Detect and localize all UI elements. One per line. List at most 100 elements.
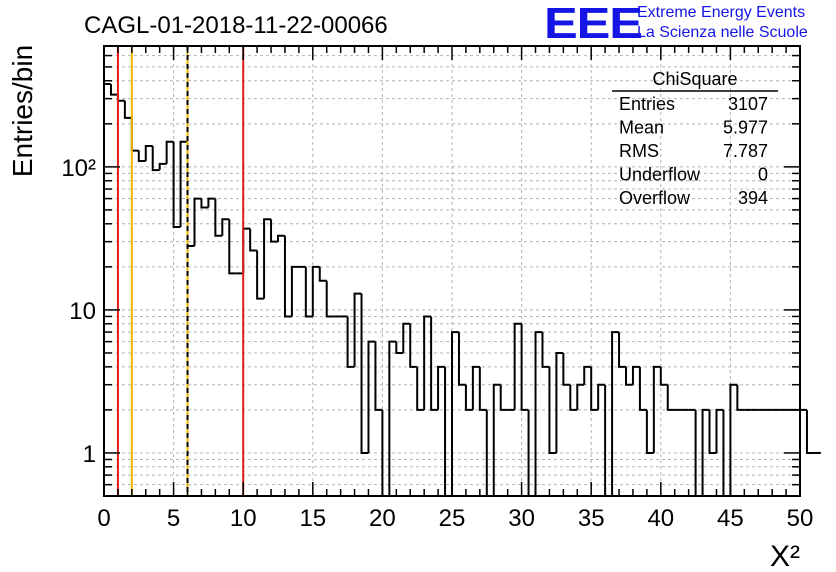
stats-label: Underflow	[619, 165, 701, 185]
histogram-bar	[437, 365, 446, 410]
stats-value: 5.977	[723, 118, 768, 138]
histogram-bar	[200, 198, 209, 209]
histogram-bar	[652, 365, 661, 453]
histogram-bar	[290, 265, 299, 317]
histogram-bar	[548, 366, 557, 454]
histogram-bar	[325, 280, 334, 318]
histogram-bar	[263, 218, 272, 299]
histogram-bar	[597, 383, 606, 410]
x-tick-label: 20	[369, 505, 396, 532]
histogram-bar	[666, 384, 675, 411]
histogram-bar	[151, 145, 160, 172]
histogram-bar	[409, 323, 418, 368]
y-tick-label: 1	[83, 441, 96, 468]
stats-value: 394	[738, 188, 768, 208]
histogram-bar	[576, 383, 585, 410]
x-tick-label: 25	[439, 505, 466, 532]
histogram-bar	[144, 144, 153, 161]
histogram-bar	[708, 409, 717, 454]
histogram-bar	[374, 341, 383, 411]
stats-label: RMS	[619, 141, 659, 161]
x-tick-label: 30	[508, 505, 535, 532]
histogram-bar	[214, 198, 223, 237]
histogram-bar	[395, 341, 404, 354]
histogram-bar	[541, 332, 550, 368]
stats-value: 7.787	[723, 141, 768, 161]
y-axis-label: Entries/bin	[7, 45, 38, 177]
histogram-bar	[736, 384, 745, 411]
threshold-lines	[116, 46, 245, 496]
histogram-bar	[256, 250, 265, 300]
histogram-bar	[249, 228, 258, 252]
histogram-bar	[499, 384, 508, 411]
histogram-bar	[304, 266, 313, 318]
x-tick-label: 50	[787, 505, 814, 532]
histogram-bar	[367, 340, 376, 453]
histogram-bar	[172, 141, 181, 228]
histogram-bar	[471, 365, 480, 410]
histogram-bar	[659, 366, 668, 386]
histogram-bar	[207, 197, 216, 208]
x-axis-label: X²	[770, 540, 800, 572]
histogram-bar	[645, 409, 654, 454]
histogram-bar	[283, 235, 292, 318]
histogram-bar	[562, 352, 571, 386]
histogram-bar	[158, 162, 167, 171]
histogram-bar	[729, 383, 738, 496]
histogram-bar	[416, 366, 425, 411]
histogram-bar	[270, 219, 278, 243]
histogram-bar	[318, 266, 327, 282]
histogram-bar	[311, 265, 320, 317]
eee-logo: EEE	[544, 0, 643, 48]
histogram-bar	[346, 316, 355, 368]
histogram-bar	[534, 331, 543, 496]
logo-line-2: La Scienza nelle Scuole	[637, 24, 808, 41]
x-tick-label: 10	[230, 505, 257, 532]
histogram-bar	[611, 331, 620, 496]
histogram-bar	[583, 365, 592, 385]
histogram-bar	[137, 150, 146, 162]
histogram-bar	[715, 408, 724, 453]
histogram-bar	[423, 315, 432, 410]
histogram-bar	[179, 140, 188, 227]
histogram-bar	[457, 332, 466, 386]
histogram-bar	[388, 340, 397, 496]
histogram-bar	[221, 218, 230, 236]
y-tick-label: 10	[69, 298, 96, 325]
histogram-bar	[430, 316, 439, 411]
histogram-bar	[625, 366, 633, 386]
histogram-bar	[590, 366, 599, 411]
stats-box: ChiSquare Entries 3107 Mean 5.977 RMS 7.787 Und…	[612, 69, 778, 208]
histogram-bar	[618, 332, 626, 368]
x-tick-label: 0	[97, 505, 110, 532]
histogram-bar	[805, 409, 814, 454]
histogram-bar	[464, 384, 473, 411]
histogram-bar	[638, 366, 647, 411]
histogram-bar	[109, 83, 118, 96]
histogram-bar	[478, 366, 487, 411]
x-tick-label: 5	[167, 505, 180, 532]
x-tick-label: 15	[299, 505, 326, 532]
histogram-bar	[701, 408, 710, 496]
histogram-bar	[631, 365, 640, 385]
histogram-bar	[123, 100, 132, 119]
histogram-bar	[520, 323, 529, 411]
run-title: CAGL-01-2018-11-22-00066	[84, 12, 388, 39]
histogram-bar	[165, 140, 174, 164]
stats-value: 0	[758, 165, 768, 185]
stats-label: Overflow	[619, 188, 691, 208]
axes: 0 5 10 15 20 25 30 35 40 45 50 1 10 10²	[61, 45, 814, 532]
x-tick-label: 35	[578, 505, 605, 532]
histogram-bar	[228, 219, 237, 275]
stats-value: 3107	[728, 94, 768, 114]
histogram-bar	[555, 351, 564, 453]
stats-label: Mean	[619, 118, 664, 138]
histogram-bar	[513, 322, 522, 410]
x-tick-label: 45	[717, 505, 744, 532]
histogram-bar	[451, 331, 459, 496]
y-tick-label: 10²	[61, 155, 96, 182]
histogram-bar	[193, 197, 202, 246]
histogram-bar	[353, 292, 362, 367]
histogram-bar	[277, 234, 285, 242]
